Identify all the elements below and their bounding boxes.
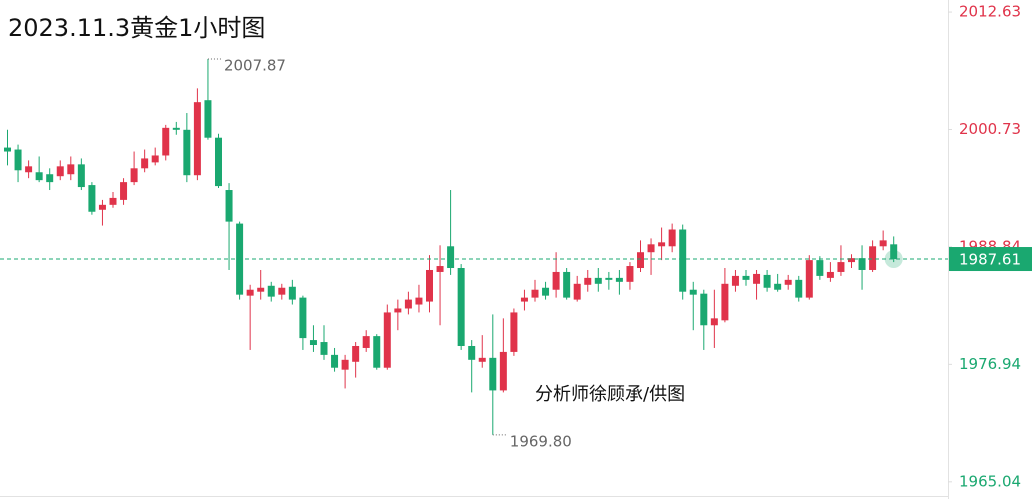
candle-body bbox=[637, 252, 644, 269]
candle-body bbox=[826, 271, 834, 278]
y-tick-label: 2012.63 bbox=[959, 3, 1021, 21]
candle-body bbox=[151, 155, 159, 163]
candle-body bbox=[520, 297, 528, 302]
candle-body bbox=[879, 240, 887, 247]
candle-body bbox=[383, 312, 391, 368]
candle-body bbox=[288, 286, 296, 300]
candle-body bbox=[299, 297, 307, 339]
candle-body bbox=[710, 318, 718, 326]
candle-body bbox=[56, 166, 64, 177]
candle-body bbox=[394, 308, 402, 313]
candle-body bbox=[563, 271, 571, 298]
candle-body bbox=[415, 297, 423, 305]
candle-body bbox=[816, 260, 824, 276]
candle-body bbox=[98, 204, 106, 210]
candle-body bbox=[331, 354, 339, 368]
candle-body bbox=[594, 277, 602, 284]
y-tick-label: 1976.94 bbox=[959, 355, 1021, 373]
last-price-box bbox=[949, 247, 1032, 272]
candle-body bbox=[763, 274, 771, 288]
candle-body bbox=[647, 244, 655, 253]
candle-body bbox=[795, 279, 803, 298]
candle-body bbox=[25, 166, 33, 173]
candle-body bbox=[468, 345, 476, 360]
candle-body bbox=[858, 258, 866, 270]
high-label: 2007.87 bbox=[224, 57, 286, 75]
candle-body bbox=[731, 275, 739, 286]
candle-body bbox=[88, 185, 96, 212]
plot-area bbox=[4, 59, 898, 435]
candle-body bbox=[141, 158, 149, 169]
candle-body bbox=[837, 262, 845, 272]
candle-body bbox=[689, 289, 697, 295]
candle-body bbox=[267, 285, 275, 297]
candle-body bbox=[183, 129, 191, 176]
candle-body bbox=[67, 164, 75, 175]
candle-body bbox=[309, 340, 317, 346]
candle-body bbox=[193, 102, 201, 176]
candle-body bbox=[848, 258, 855, 263]
candle-body bbox=[774, 283, 782, 290]
candle-body bbox=[805, 260, 813, 298]
candle-body bbox=[4, 147, 11, 152]
candle-body bbox=[246, 289, 254, 296]
candle-body bbox=[605, 277, 613, 280]
candle-body bbox=[721, 283, 729, 321]
candle-body bbox=[120, 182, 128, 200]
candle-body bbox=[215, 137, 222, 187]
candle-body bbox=[457, 268, 465, 346]
annotation: 分析师徐顾承/供图 bbox=[535, 384, 685, 405]
candle-body bbox=[257, 287, 265, 292]
candle-body bbox=[753, 273, 761, 284]
candle-body bbox=[615, 277, 623, 282]
candle-body bbox=[542, 287, 550, 296]
candle-body bbox=[700, 293, 708, 326]
candle-body bbox=[447, 246, 455, 269]
low-label: 1969.80 bbox=[510, 432, 572, 450]
candle-body bbox=[46, 174, 54, 183]
candle-body bbox=[109, 197, 117, 205]
candle-body bbox=[426, 269, 433, 302]
candle-body bbox=[489, 357, 497, 391]
last-price-label: 1987.61 bbox=[959, 251, 1021, 269]
candle-body bbox=[626, 266, 634, 282]
candle-body bbox=[35, 172, 43, 181]
candle-body bbox=[204, 100, 212, 138]
candle-body bbox=[742, 275, 750, 280]
candle-body bbox=[869, 246, 877, 270]
y-tick-label: 1965.04 bbox=[959, 472, 1021, 490]
candle-body bbox=[573, 283, 581, 300]
candle-body bbox=[362, 336, 370, 348]
candle-body bbox=[478, 357, 486, 362]
candle-body bbox=[890, 244, 898, 260]
candle-body bbox=[436, 266, 444, 272]
candle-body bbox=[320, 342, 328, 355]
candle-body bbox=[225, 190, 233, 222]
candle-body bbox=[784, 279, 792, 285]
candle-body bbox=[341, 359, 349, 370]
candle-body bbox=[172, 127, 180, 130]
candle-body bbox=[668, 229, 676, 247]
candle-body bbox=[499, 351, 507, 391]
last-price-glow bbox=[884, 250, 903, 269]
candle-body bbox=[531, 289, 539, 298]
chart-title: 2023.11.3黄金1小时图 bbox=[8, 14, 265, 42]
candle-body bbox=[552, 271, 560, 290]
y-tick-label: 2000.73 bbox=[959, 120, 1021, 138]
candle-body bbox=[404, 299, 412, 309]
candle-body bbox=[278, 287, 286, 295]
candle-body bbox=[162, 127, 170, 156]
candle-body bbox=[352, 345, 360, 362]
candle-body bbox=[584, 277, 592, 285]
candle-body bbox=[130, 168, 138, 183]
candle-body bbox=[510, 312, 518, 352]
candle-body bbox=[679, 229, 687, 292]
candle-body bbox=[77, 164, 85, 188]
candle-body bbox=[658, 242, 666, 247]
candle-body bbox=[373, 336, 381, 368]
candle-body bbox=[14, 149, 22, 171]
